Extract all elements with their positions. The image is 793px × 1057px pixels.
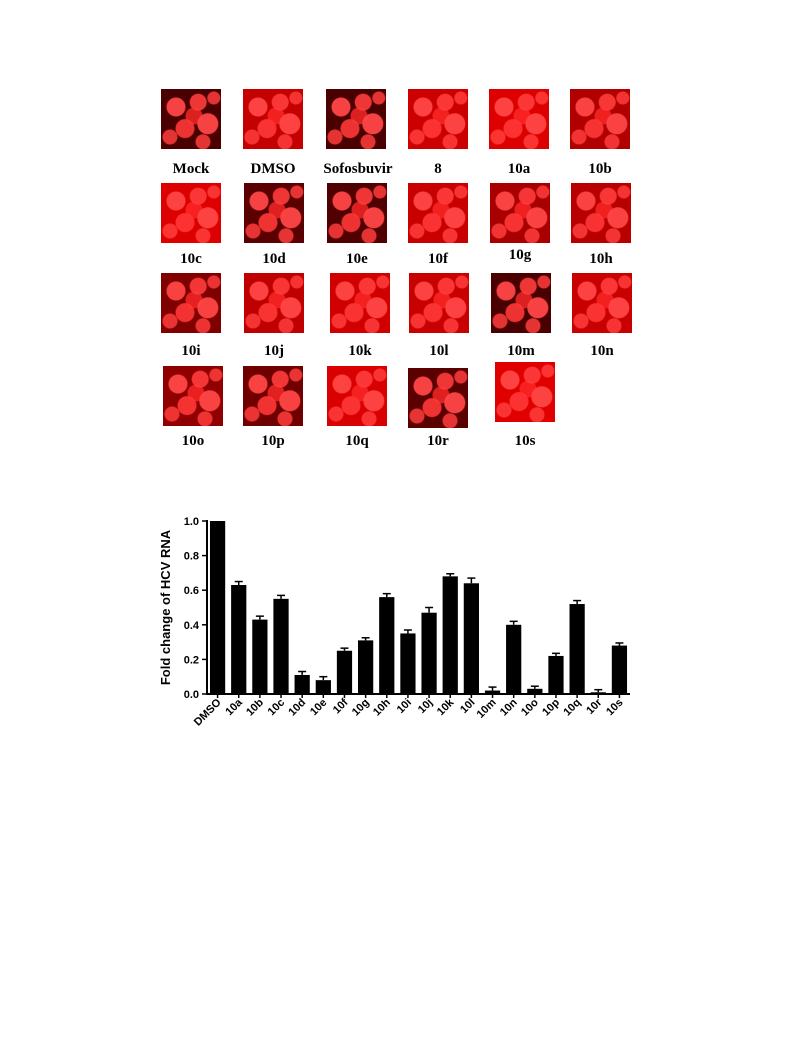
bar-DMSO xyxy=(209,521,226,694)
x-tick-label: 10i xyxy=(395,697,414,716)
x-tick-label: 10m xyxy=(475,696,499,720)
bar-10s xyxy=(611,645,628,694)
micrograph-label: 10s xyxy=(514,433,536,449)
micrograph-label: 10l xyxy=(429,343,449,359)
x-tick-label: 10g xyxy=(350,697,372,719)
x-tick-label: 10f xyxy=(331,696,351,716)
micrograph-tile xyxy=(570,89,630,149)
micrograph-label: 10f xyxy=(428,251,448,267)
bar-10h xyxy=(379,597,395,694)
bar-10i xyxy=(400,633,416,694)
micrograph-label: 10o xyxy=(181,433,205,449)
micrograph-tile xyxy=(163,366,223,426)
x-tick-label: 10s xyxy=(604,697,625,718)
micrograph-tile xyxy=(408,89,468,149)
micrograph-tile xyxy=(244,183,304,243)
bar-10k xyxy=(442,576,458,694)
bar-10g xyxy=(358,640,374,694)
micrograph-label: 10h xyxy=(589,251,613,267)
x-tick-label: 10h xyxy=(371,696,393,718)
micrograph-tile xyxy=(495,362,555,422)
micrograph-label: 10g xyxy=(508,247,532,263)
y-tick-label: 0.4 xyxy=(184,620,200,632)
x-tick-label: 10c xyxy=(266,697,287,718)
y-tick-label: 0.6 xyxy=(184,585,199,597)
micrograph-label: Mock xyxy=(172,161,210,177)
x-tick-label: 10o xyxy=(519,696,541,718)
y-tick-label: 0.2 xyxy=(184,654,199,666)
micrograph-tile xyxy=(243,89,303,149)
micrograph-tile xyxy=(491,273,551,333)
y-tick-label: 0.8 xyxy=(184,551,199,563)
micrograph-label: 10j xyxy=(264,343,284,359)
bar-10c xyxy=(273,598,289,694)
y-tick-label: 1.0 xyxy=(184,516,199,528)
bar-10l xyxy=(463,583,479,694)
micrograph-tile xyxy=(161,183,221,243)
micrograph-label: DMSO xyxy=(250,161,296,177)
micrograph-label: 10n xyxy=(590,343,614,359)
x-tick-label: 10d xyxy=(286,697,308,719)
micrograph-tile xyxy=(408,183,468,243)
bar-10p xyxy=(548,655,564,694)
micrograph-tile xyxy=(327,366,387,426)
bar-10n xyxy=(506,624,522,694)
bar-10f xyxy=(336,650,353,694)
micrograph-tile xyxy=(409,273,469,333)
x-tick-label: 10q xyxy=(561,697,583,719)
micrograph-label: Sofosbuvir xyxy=(323,161,393,177)
micrograph-tile xyxy=(490,183,550,243)
bar-10e xyxy=(315,680,331,694)
micrograph-label: 8 xyxy=(434,161,442,177)
micrograph-grid: Mock DMSO Sofosbuvir 8 10a 10b 10c 10d 10e 10f 10g… xyxy=(0,0,793,470)
micrograph-label: 10r xyxy=(427,433,449,449)
micrograph-label: 10p xyxy=(261,433,285,449)
y-tick-label: 0.0 xyxy=(184,689,199,701)
bar-10o xyxy=(527,688,543,694)
bar-10j xyxy=(421,612,437,694)
x-tick-label: DMSO xyxy=(192,696,224,728)
bar-10m xyxy=(484,690,501,694)
bar-10b xyxy=(252,619,268,694)
bar-10q xyxy=(569,604,585,694)
micrograph-tile xyxy=(572,273,632,333)
x-tick-label: 10a xyxy=(223,696,245,718)
micrograph-label: 10k xyxy=(348,343,372,359)
y-axis-label: Fold change of HCV RNA xyxy=(158,529,173,685)
micrograph-tile xyxy=(489,89,549,149)
bar-10d xyxy=(294,674,310,694)
hcv-rna-bar-chart: 0.0 0.2 0.4 0.6 0.8 1.0 DMSO 10a 10b 10c 10d 10e 10f… xyxy=(158,516,630,728)
micrograph-label: 10d xyxy=(262,251,286,267)
x-tick-label: 10b xyxy=(244,696,266,718)
x-tick-label: 10n xyxy=(498,696,520,718)
micrograph-tile xyxy=(161,89,221,149)
chart-bars xyxy=(209,521,628,694)
micrograph-tile xyxy=(244,273,304,333)
micrograph-tile xyxy=(327,183,387,243)
bar-10r xyxy=(590,692,606,694)
micrograph-tile xyxy=(330,273,390,333)
chart-ticks: 0.0 0.2 0.4 0.6 0.8 1.0 DMSO 10a 10b 10c 10d 10e 10f… xyxy=(184,516,626,728)
micrograph-tile xyxy=(161,273,221,333)
micrograph-label: 10m xyxy=(507,343,535,359)
micrograph-label: 10a xyxy=(507,161,531,177)
micrograph-label: 10c xyxy=(180,251,202,267)
micrograph-tile xyxy=(326,89,386,149)
micrograph-tile xyxy=(571,183,631,243)
micrograph-label: 10b xyxy=(588,161,612,177)
micrograph-tile xyxy=(408,368,468,428)
bar-10a xyxy=(231,585,247,694)
x-tick-label: 10j xyxy=(416,697,435,716)
x-tick-label: 10p xyxy=(540,696,562,718)
x-tick-label: 10k xyxy=(435,696,457,718)
micrograph-label: 10e xyxy=(346,251,368,267)
x-tick-label: 10r xyxy=(584,696,605,717)
x-tick-label: 10e xyxy=(308,697,329,718)
micrograph-label: 10q xyxy=(345,433,369,449)
micrograph-label: 10i xyxy=(181,343,201,359)
micrograph-tile xyxy=(243,366,303,426)
chart-axes xyxy=(206,520,630,695)
